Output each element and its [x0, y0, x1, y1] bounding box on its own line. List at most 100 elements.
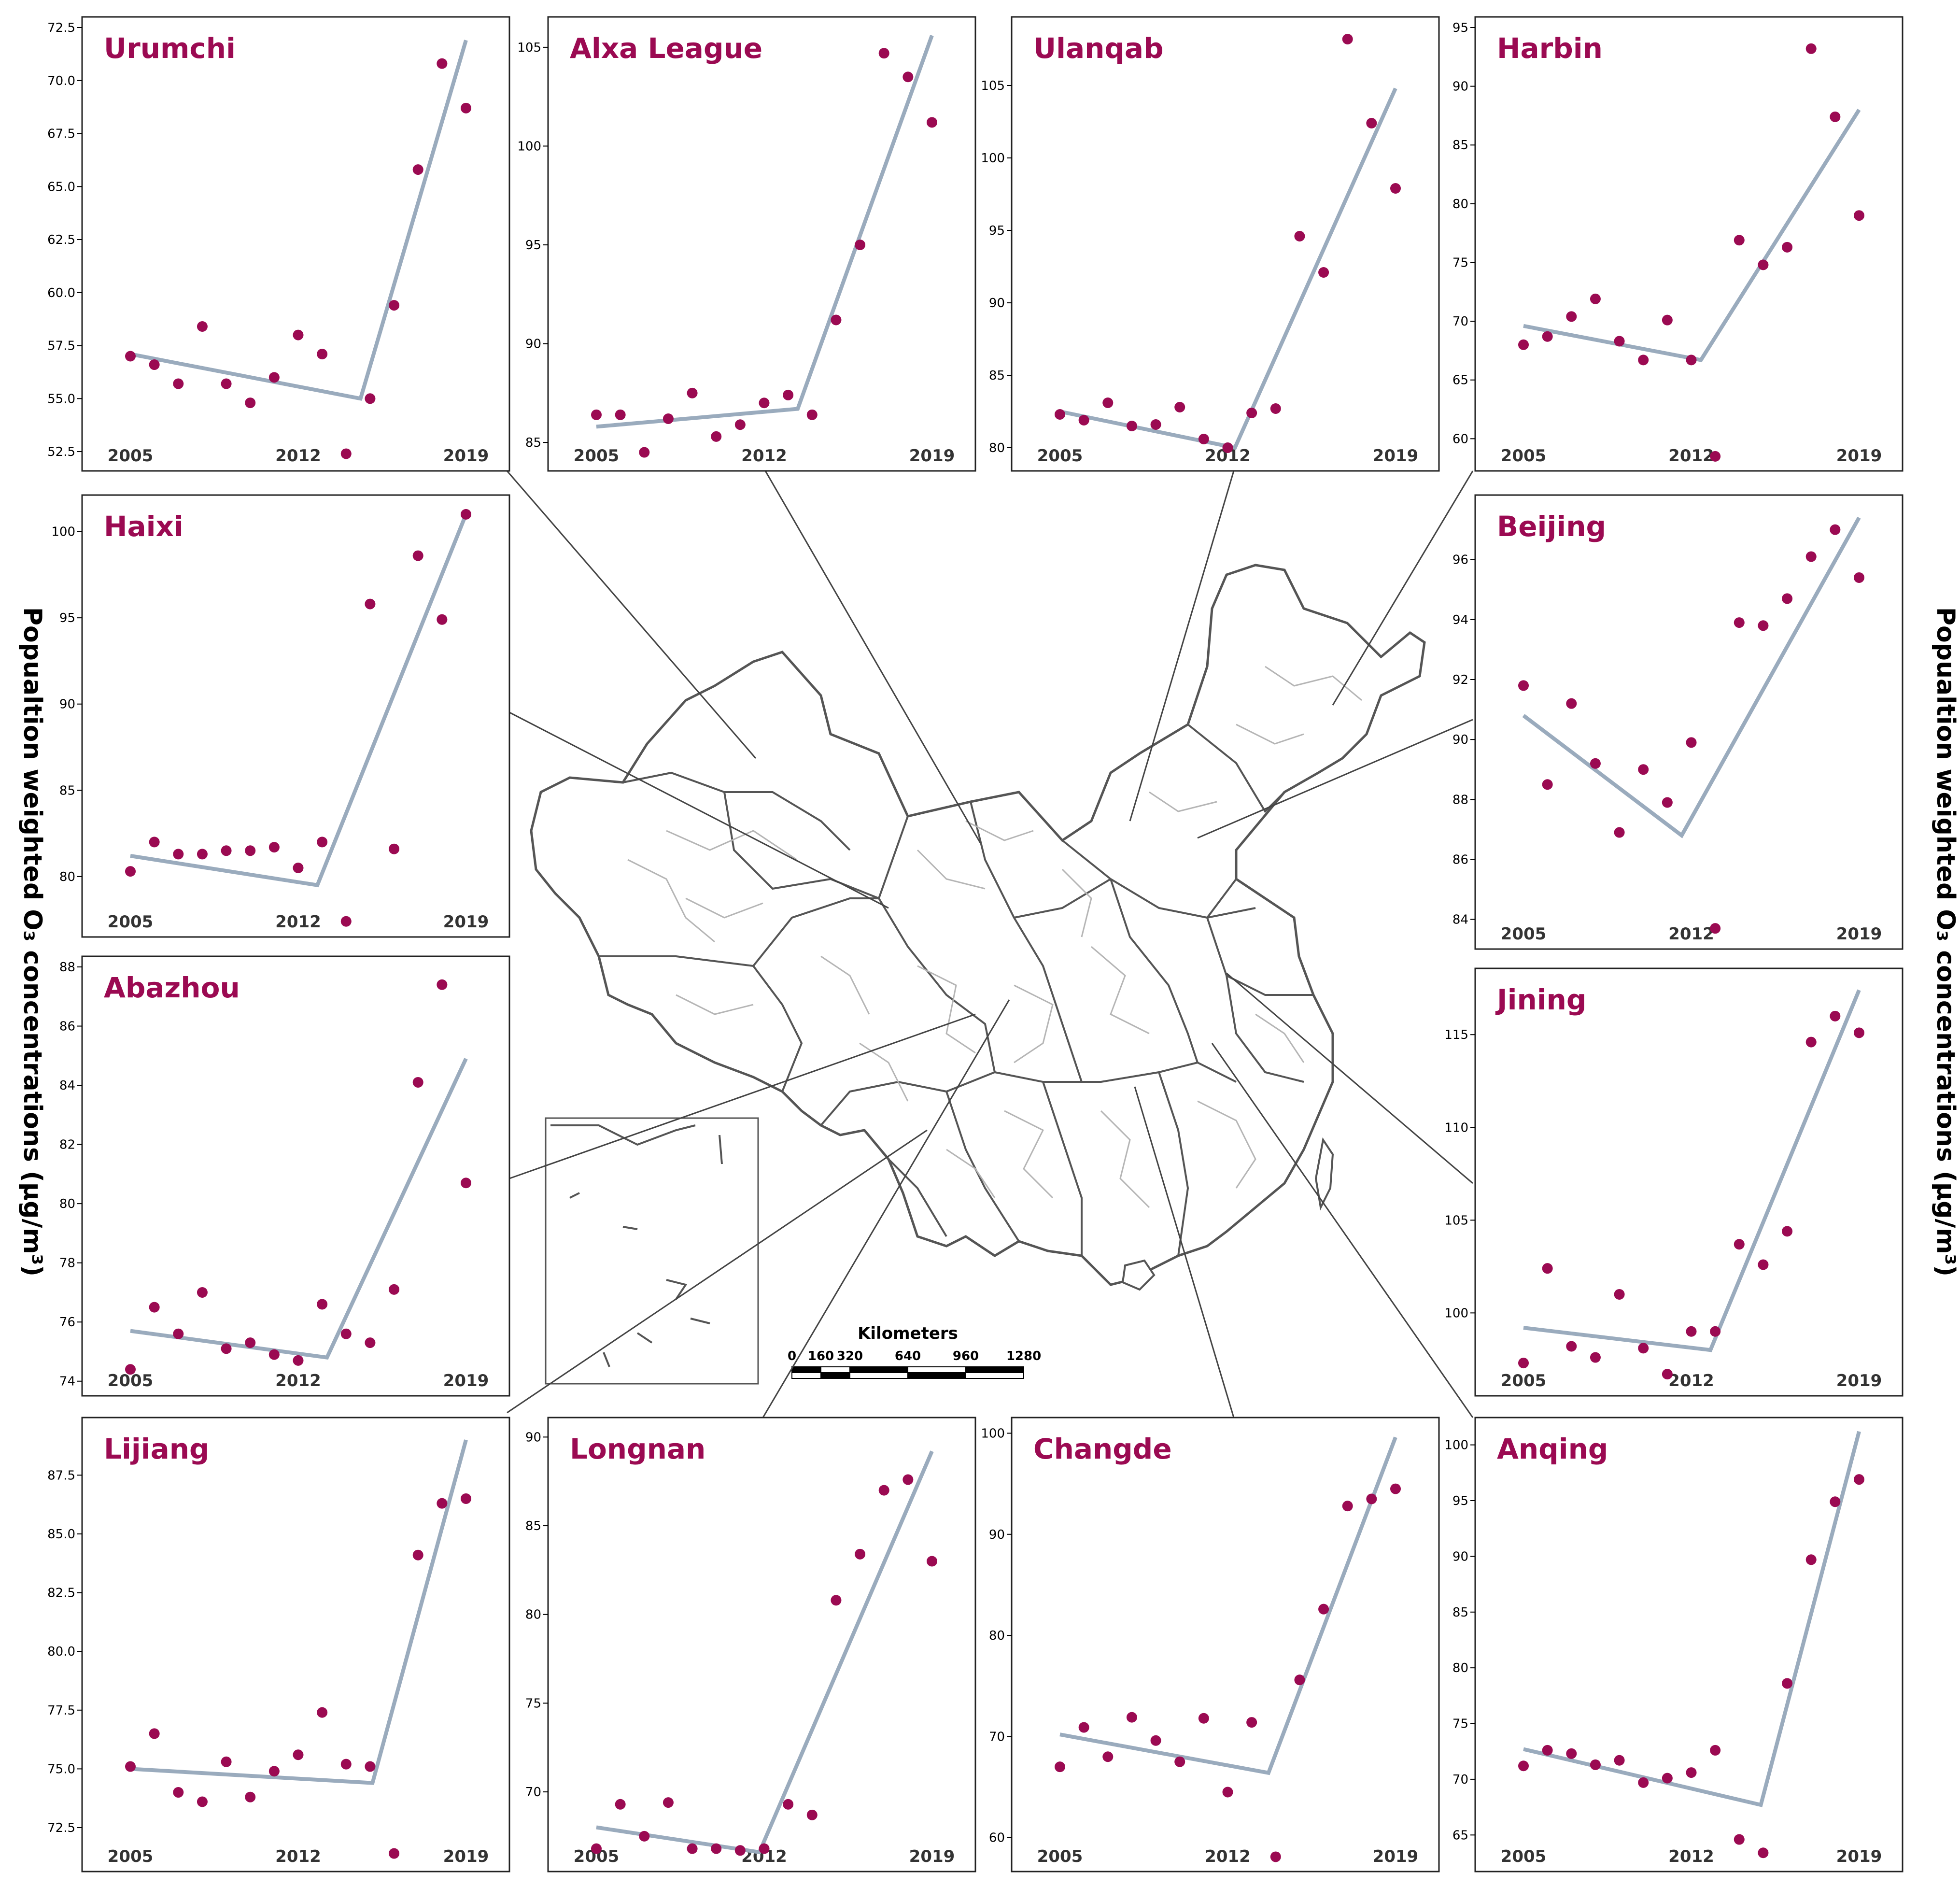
- leader-longnan: [762, 999, 1010, 1418]
- data-point: [1830, 111, 1841, 122]
- panel-title: Ulanqab: [1033, 32, 1164, 65]
- data-point: [317, 1707, 328, 1718]
- scale-bar-segment: [791, 1372, 821, 1379]
- y-tick-label: 72.5: [47, 21, 75, 35]
- y-tick-label: 90: [989, 296, 1005, 311]
- y-tick-label: 70.0: [47, 74, 75, 88]
- data-point: [340, 1759, 352, 1770]
- data-point: [317, 837, 328, 848]
- data-point: [461, 1493, 471, 1504]
- data-point: [902, 1474, 914, 1485]
- trend-line: [1059, 87, 1397, 450]
- data-point: [1782, 593, 1793, 604]
- y-tick-label: 62.5: [47, 233, 75, 247]
- y-tick-label: 84: [1452, 913, 1468, 927]
- y-tick-label: 76: [59, 1315, 75, 1330]
- data-point: [437, 979, 448, 990]
- panel-title: Urumchi: [104, 32, 236, 65]
- x-tick-label: 2012: [1668, 446, 1714, 466]
- y-axis-label-right: Popualtion weighted O₃ concentrations (μ…: [1931, 607, 1960, 1277]
- data-point: [1805, 1554, 1817, 1565]
- data-point: [125, 1761, 136, 1772]
- hainan-island: [1121, 1259, 1156, 1291]
- data-point: [831, 314, 842, 326]
- data-point: [293, 863, 304, 873]
- leader-ulanqab: [1129, 470, 1235, 822]
- scale-bar-label: 960: [953, 1349, 979, 1363]
- data-point: [197, 849, 208, 860]
- leader-haixi: [509, 711, 889, 909]
- data-point: [1342, 34, 1353, 44]
- data-point: [1710, 451, 1721, 462]
- data-point: [1078, 1722, 1089, 1733]
- data-point: [1198, 434, 1209, 444]
- y-tick-label: 96: [1452, 553, 1468, 568]
- panel-frame: [1474, 1417, 1904, 1873]
- data-point: [1614, 1755, 1625, 1766]
- data-point: [1542, 1263, 1553, 1274]
- data-point: [1782, 1226, 1793, 1237]
- y-tick-label: 80: [59, 870, 75, 884]
- data-point: [783, 1799, 794, 1810]
- panel-frame: [1474, 16, 1904, 472]
- scale-bar-segment: [849, 1372, 908, 1379]
- data-point: [1390, 183, 1401, 194]
- panel-title: Haixi: [104, 510, 183, 543]
- x-tick-label: 2019: [1836, 1847, 1882, 1866]
- data-point: [1662, 1773, 1673, 1784]
- data-point: [759, 397, 770, 409]
- trend-line: [130, 1439, 468, 1785]
- data-point: [1830, 524, 1841, 535]
- data-point: [149, 1302, 160, 1313]
- x-tick-label: 2005: [1501, 924, 1547, 944]
- y-tick-label: 70: [1452, 314, 1468, 329]
- panel-haixi: 80 85 90 95 100 2005 2012 2019 Haixi: [51, 494, 510, 938]
- data-point: [1710, 1745, 1721, 1756]
- data-point: [1686, 737, 1697, 748]
- data-point: [1614, 1289, 1625, 1300]
- data-point: [1686, 1326, 1697, 1337]
- data-point: [1294, 1674, 1305, 1686]
- trend-line: [1059, 1436, 1397, 1775]
- x-tick-label: 2005: [1037, 1847, 1083, 1866]
- data-point: [221, 378, 232, 389]
- y-tick-label: 60.0: [47, 286, 75, 300]
- y-tick-label: 86: [59, 1020, 75, 1034]
- data-point: [1222, 442, 1233, 453]
- y-axis-label-left: Popualtion weighted O₃ concentrations (μ…: [18, 607, 47, 1277]
- panel-title: Harbin: [1497, 32, 1603, 65]
- x-tick-label: 2012: [1668, 924, 1714, 944]
- data-point: [1126, 421, 1137, 431]
- panel-frame: [81, 1417, 510, 1873]
- panel-harbin: 60 65 70 75 80 85 90 95 2005 2012 2019 Harbin: [1452, 16, 1904, 472]
- data-point: [1542, 331, 1553, 342]
- x-tick-label: 2012: [1668, 1847, 1714, 1866]
- data-point: [1318, 267, 1329, 278]
- data-point: [173, 378, 184, 389]
- data-point: [855, 1548, 866, 1560]
- y-tick-label: 72.5: [47, 1821, 75, 1835]
- data-point: [1126, 1712, 1137, 1723]
- data-point: [389, 1848, 400, 1859]
- y-tick-label: 82: [59, 1138, 75, 1152]
- y-tick-label: 85.0: [47, 1527, 75, 1542]
- scale-bar-label: 320: [837, 1349, 863, 1363]
- data-point: [268, 842, 280, 853]
- y-tick-label: 75: [525, 1696, 541, 1711]
- data-point: [1686, 1767, 1697, 1778]
- panel-frame: [1011, 1417, 1440, 1873]
- data-point: [1758, 1259, 1769, 1270]
- y-tick-label: 75: [1452, 1717, 1468, 1731]
- data-point: [1174, 402, 1185, 412]
- scale-bar-label: 160: [808, 1349, 834, 1363]
- data-point: [1830, 1496, 1841, 1507]
- y-tick-label: 57.5: [47, 339, 75, 354]
- data-point: [1758, 259, 1769, 270]
- data-point: [461, 102, 471, 114]
- data-point: [1805, 43, 1817, 54]
- data-point: [1055, 409, 1065, 420]
- panel-title: Abazhou: [104, 971, 240, 1004]
